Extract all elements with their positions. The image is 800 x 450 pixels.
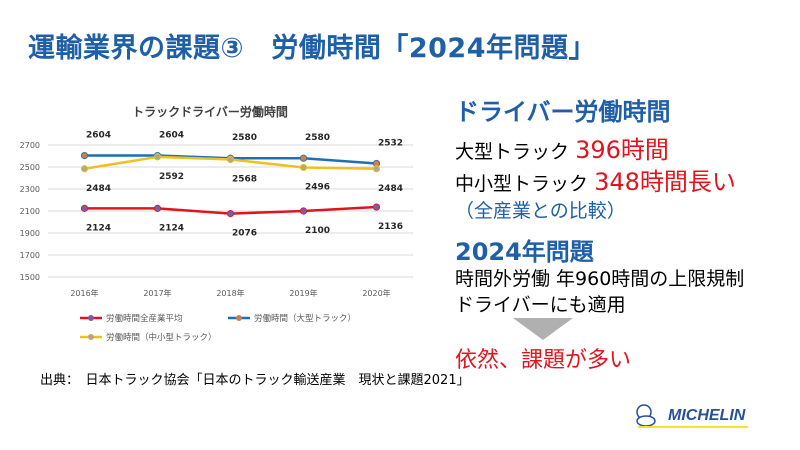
data-label: 2604 [159,131,184,141]
comparison-note: （全産業との比較） [455,200,626,222]
large-truck-value: 396時間 [575,136,669,164]
data-label: 2580 [305,133,330,143]
source-citation: 出典： 日本トラック協会「日本のトラック輸送産業 現状と課題2021」 [40,373,470,388]
y-tick-label: 1500 [20,273,40,282]
data-point [372,203,381,211]
data-label: 2532 [378,138,403,148]
legend-marker [88,334,94,340]
x-tick-label: 2019年 [289,288,317,298]
data-label: 2124 [159,223,184,233]
line-chart: トラックドライバー労働時間 2700 2500 2300 2100 1900 1700 150… [20,104,413,343]
data-label: 2484 [86,184,111,194]
data-label: 2484 [378,184,403,194]
data-label: 2568 [232,175,257,185]
x-tick-label: 2018年 [216,288,244,298]
data-point [226,210,235,218]
small-truck-value: 348時間長い [594,168,736,196]
data-label: 2496 [305,182,330,192]
y-tick-label: 2500 [20,163,40,172]
y-tick-label: 2100 [20,207,40,216]
legend-label: 労働時間全産業平均 [106,313,183,324]
data-label: 2592 [159,172,184,182]
rule-line-2: ドライバーにも適用 [455,294,626,316]
data-label: 2124 [86,223,111,233]
large-truck-line: 大型トラック 396時間 [455,130,669,165]
y-tick-label: 1900 [20,229,40,238]
data-point [153,204,162,212]
legend-marker [88,315,94,321]
data-point [80,151,89,160]
conclusion: 依然、課題が多い [455,348,632,373]
data-point [226,155,235,164]
legend-label: 労働時間（中小型トラック） [106,332,217,343]
small-truck-line: 中小型トラック 348時間長い [455,162,736,197]
data-point [299,163,308,172]
data-label: 2100 [305,226,330,236]
chart-title: トラックドライバー労働時間 [132,104,288,119]
y-tick-label: 2300 [20,185,40,194]
svg-text:MICHELIN: MICHELIN [668,407,746,424]
data-label: 2076 [232,229,257,239]
legend-label: 労働時間（大型トラック） [254,313,356,324]
down-arrow-icon [513,318,573,340]
data-point [372,165,381,173]
data-label: 2604 [86,131,111,141]
x-tick-label: 2020年 [362,288,390,298]
small-truck-label: 中小型トラック [455,173,589,195]
heading-2024: 2024年問題 [455,238,594,266]
y-tick-label: 2700 [20,141,40,150]
data-label: 2580 [232,133,257,143]
x-tick-label: 2016年 [70,288,98,298]
large-truck-label: 大型トラック [455,141,570,163]
rule-line-1: 時間外労働 年960時間の上限規制 [455,268,745,290]
data-label: 2136 [378,222,403,232]
y-tick-label: 1700 [20,251,40,260]
slide-title: 運輸業界の課題③ 労働時間「2024年問題」 [28,33,597,64]
michelin-logo: MICHELIN [636,404,748,428]
data-point [80,204,89,212]
data-point [153,153,162,161]
data-point [299,207,308,215]
x-tick-label: 2017年 [143,288,171,298]
legend-marker [236,315,242,321]
data-point [80,165,89,173]
heading-driver-hours: ドライバー労働時間 [455,98,671,126]
data-point [299,154,308,162]
